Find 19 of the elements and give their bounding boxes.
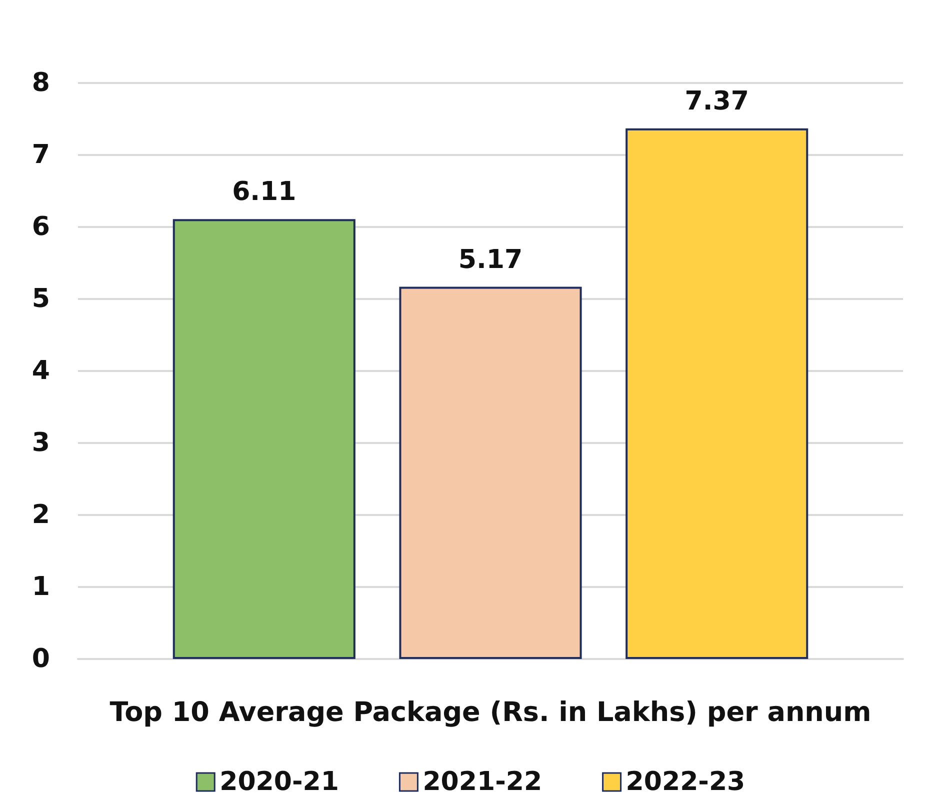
y-tick-label: 0 xyxy=(32,644,50,674)
y-tick-label: 2 xyxy=(32,500,50,530)
legend-label: 2022-23 xyxy=(626,767,746,797)
bar xyxy=(172,219,356,659)
data-label: 5.17 xyxy=(458,244,523,275)
legend-label: 2021-22 xyxy=(422,767,542,797)
y-tick-label: 4 xyxy=(32,356,50,386)
y-tick-label: 6 xyxy=(32,212,50,242)
y-tick-label: 1 xyxy=(32,572,50,602)
y-tick-label: 3 xyxy=(32,428,50,458)
y-tick-label: 7 xyxy=(32,140,50,170)
data-label: 6.11 xyxy=(232,177,296,208)
x-axis-title: Top 10 Average Package (Rs. in Lakhs) per annum xyxy=(110,697,872,728)
legend-label: 2020-21 xyxy=(220,767,339,797)
bar xyxy=(626,128,808,659)
bar xyxy=(399,286,582,659)
y-tick-label: 8 xyxy=(32,68,50,98)
y-tick-label: 5 xyxy=(32,284,50,314)
data-label: 7.37 xyxy=(684,86,749,116)
